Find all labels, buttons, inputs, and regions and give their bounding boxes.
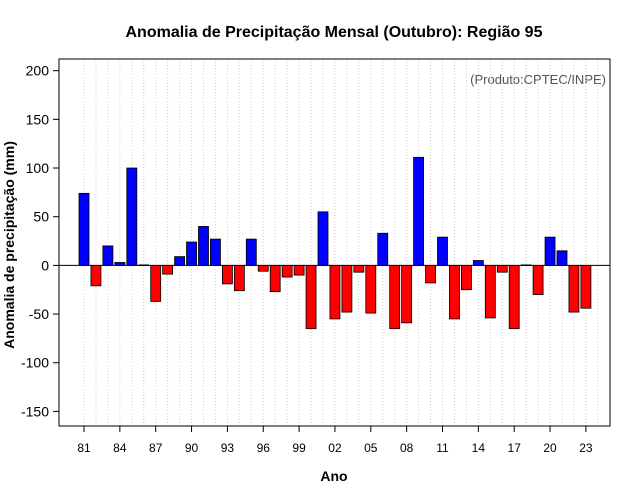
bar-86 [138, 264, 150, 266]
x-tick-label: 08 [400, 441, 414, 455]
bar-83 [102, 245, 114, 266]
bar-09 [413, 156, 425, 266]
bar-08 [401, 264, 413, 324]
grid-lines [59, 59, 610, 426]
y-tick-label: 200 [26, 63, 50, 79]
bar-23 [580, 264, 592, 309]
bar-17 [508, 264, 520, 330]
bar-88 [162, 264, 174, 275]
y-tick-label: 50 [33, 209, 49, 225]
bar-91 [198, 226, 209, 266]
bar-02 [329, 264, 341, 320]
x-tick-label: 17 [508, 441, 522, 455]
bar-13 [460, 264, 472, 291]
bar-15 [484, 264, 496, 319]
bar-07 [389, 264, 401, 330]
bar-90 [186, 241, 197, 266]
bar-22 [568, 264, 580, 313]
bar-04 [353, 264, 365, 273]
bar-97 [269, 264, 281, 293]
x-tick-label: 87 [149, 441, 163, 455]
chart-title: Anomalia de Precipitação Mensal (Outubro… [126, 24, 543, 41]
bar-18 [520, 264, 532, 266]
bar-06 [377, 232, 389, 266]
y-tick-label: 150 [26, 111, 50, 127]
bar-00 [305, 264, 317, 330]
bar-89 [174, 256, 186, 266]
bar-19 [532, 264, 544, 295]
bar-12 [449, 264, 460, 320]
bar-16 [496, 264, 508, 273]
bar-01 [317, 211, 329, 266]
bar-84 [114, 262, 126, 266]
bar-05 [365, 264, 377, 314]
y-tick-label: -50 [29, 306, 49, 322]
x-axis-label: Ano [320, 468, 347, 484]
bar-92 [210, 238, 221, 266]
bar-81 [78, 192, 90, 266]
bar-82 [90, 264, 102, 287]
y-axis-label: Anomalia de precipitação (mm) [1, 141, 17, 349]
y-tick-label: -150 [21, 403, 49, 419]
y-tick-label: 0 [41, 257, 49, 273]
bar-20 [544, 236, 556, 266]
x-tick-label: 96 [257, 441, 271, 455]
bar-93 [221, 264, 233, 285]
x-tick-label: 20 [543, 441, 557, 455]
x-tick-label: 14 [472, 441, 486, 455]
bar-87 [150, 264, 162, 302]
bar-85 [126, 167, 138, 266]
x-tick-label: 02 [328, 441, 342, 455]
x-tick-label: 81 [77, 441, 91, 455]
y-tick-label: -100 [21, 355, 49, 371]
x-tick-label: 23 [579, 441, 593, 455]
x-tick-label: 84 [113, 441, 127, 455]
bar-99 [293, 264, 305, 276]
bar-11 [437, 236, 448, 266]
bar-96 [257, 264, 269, 272]
x-tick-label: 99 [292, 441, 306, 455]
y-tick-label: 100 [26, 160, 50, 176]
bar-94 [233, 264, 245, 292]
bar-98 [281, 264, 293, 278]
bar-03 [341, 264, 353, 313]
bar-14 [472, 260, 484, 266]
x-tick-label: 11 [436, 441, 449, 455]
bar-21 [556, 250, 568, 266]
credit-label: (Produto:CPTEC/INPE) [470, 72, 606, 87]
bar-10 [425, 264, 436, 284]
bars [78, 156, 592, 330]
x-tick-label: 93 [221, 441, 235, 455]
bar-95 [245, 238, 257, 266]
x-tick-label: 05 [364, 441, 378, 455]
x-tick-label: 90 [185, 441, 199, 455]
